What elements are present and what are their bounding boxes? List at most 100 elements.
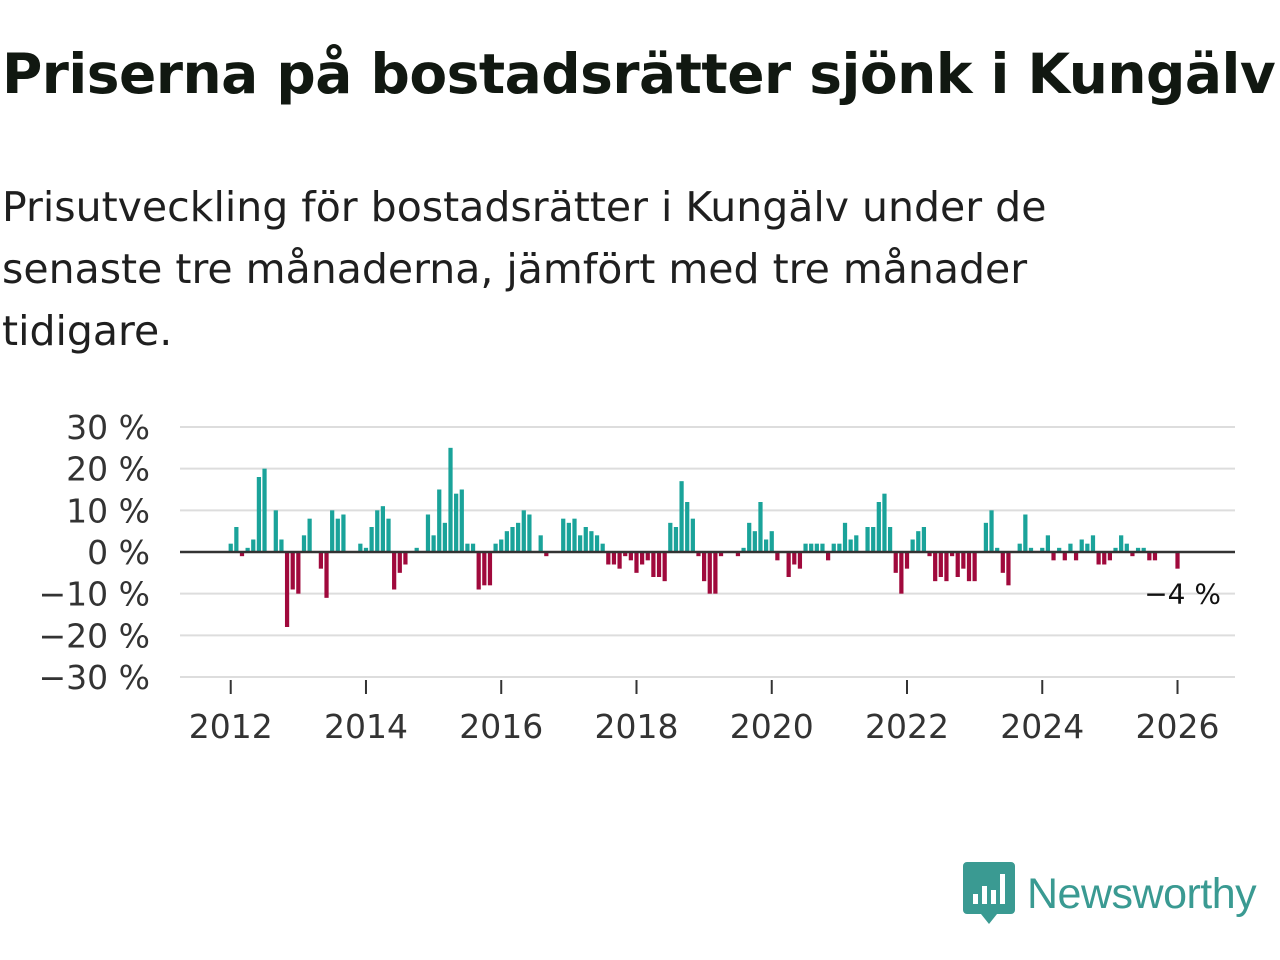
y-tick-label: −10 % [39, 575, 151, 614]
bar [470, 543, 476, 552]
x-tick-label: 2014 [324, 707, 408, 746]
bar [1119, 535, 1124, 552]
y-tick-label: 10 % [66, 491, 150, 530]
bar [1130, 552, 1135, 557]
bar [916, 531, 921, 552]
bar [1028, 547, 1034, 552]
bar [611, 552, 617, 565]
bar [848, 539, 853, 552]
newsworthy-logo-icon [963, 862, 1015, 924]
bar [1175, 552, 1180, 569]
bar [668, 522, 673, 552]
bar [842, 522, 848, 552]
bar [1096, 552, 1101, 565]
bar [1017, 543, 1022, 552]
bar [1079, 539, 1084, 552]
bar [803, 543, 808, 552]
bar [516, 522, 521, 552]
bar [239, 552, 245, 557]
bar [718, 552, 724, 557]
bar [318, 552, 324, 569]
bar [296, 552, 301, 594]
bar [1141, 547, 1146, 552]
bar [578, 535, 583, 552]
bar [741, 547, 746, 552]
bar [949, 552, 955, 557]
bar [623, 552, 628, 557]
bar [375, 510, 380, 552]
bar [256, 477, 262, 552]
bar [769, 531, 774, 552]
bar [442, 522, 447, 552]
bar [876, 502, 881, 552]
newsworthy-logo: Newsworthy [963, 862, 1257, 926]
bar [696, 552, 701, 557]
x-tick-label: 2024 [1000, 707, 1084, 746]
bar [825, 552, 831, 561]
bar [448, 447, 453, 552]
bar [544, 552, 549, 557]
y-tick-label: 0 % [87, 533, 150, 572]
bar [882, 493, 887, 552]
bar [482, 552, 487, 586]
chart-subtitle: Prisutveckling för bostadsrätter i Kungä… [2, 183, 1047, 355]
bar [702, 552, 707, 582]
bar [747, 522, 752, 552]
bar [1107, 552, 1113, 561]
bar [262, 468, 267, 552]
bar [561, 518, 566, 552]
x-tick-label: 2026 [1136, 707, 1220, 746]
bar [330, 510, 335, 552]
bar [454, 493, 459, 552]
bar [527, 514, 532, 552]
bar [1000, 552, 1005, 573]
bar [228, 543, 233, 552]
bar [1045, 535, 1051, 552]
bar [933, 552, 938, 582]
bar [273, 510, 278, 552]
bar [763, 539, 769, 552]
bar [972, 552, 977, 582]
bar [634, 552, 639, 573]
bar [606, 552, 611, 565]
bar [640, 552, 645, 565]
bar [594, 535, 600, 552]
bar [1068, 543, 1073, 552]
bar [1073, 552, 1079, 561]
bar [797, 552, 803, 569]
bar [809, 543, 814, 552]
bar [538, 535, 543, 552]
bar [476, 552, 481, 590]
bar [521, 510, 526, 552]
bar [1062, 552, 1067, 561]
bar [251, 539, 256, 552]
x-tick-label: 2020 [730, 707, 814, 746]
bar [831, 543, 836, 552]
latest-value-label: −4 % [1144, 578, 1221, 611]
bar [245, 547, 250, 552]
bar [893, 552, 898, 573]
bar [820, 543, 825, 552]
bar [1051, 552, 1056, 561]
bar [431, 535, 436, 552]
bar [1085, 543, 1090, 552]
bar [989, 510, 994, 552]
bar [927, 552, 932, 557]
bar [966, 552, 972, 582]
bar [713, 552, 718, 594]
bar [921, 527, 927, 552]
bar [324, 552, 329, 598]
bar [1057, 547, 1062, 552]
bar [403, 552, 408, 565]
bar [707, 552, 712, 594]
bar [1147, 552, 1152, 561]
bar [651, 552, 656, 577]
bar [493, 543, 498, 552]
bar [775, 552, 780, 561]
bar [673, 527, 679, 552]
bar [358, 543, 363, 552]
bar [983, 522, 989, 552]
bar [735, 552, 741, 557]
bar [510, 527, 515, 552]
chart-title: Priserna på bostadsrätter sjönk i Kungäl… [2, 42, 1276, 106]
